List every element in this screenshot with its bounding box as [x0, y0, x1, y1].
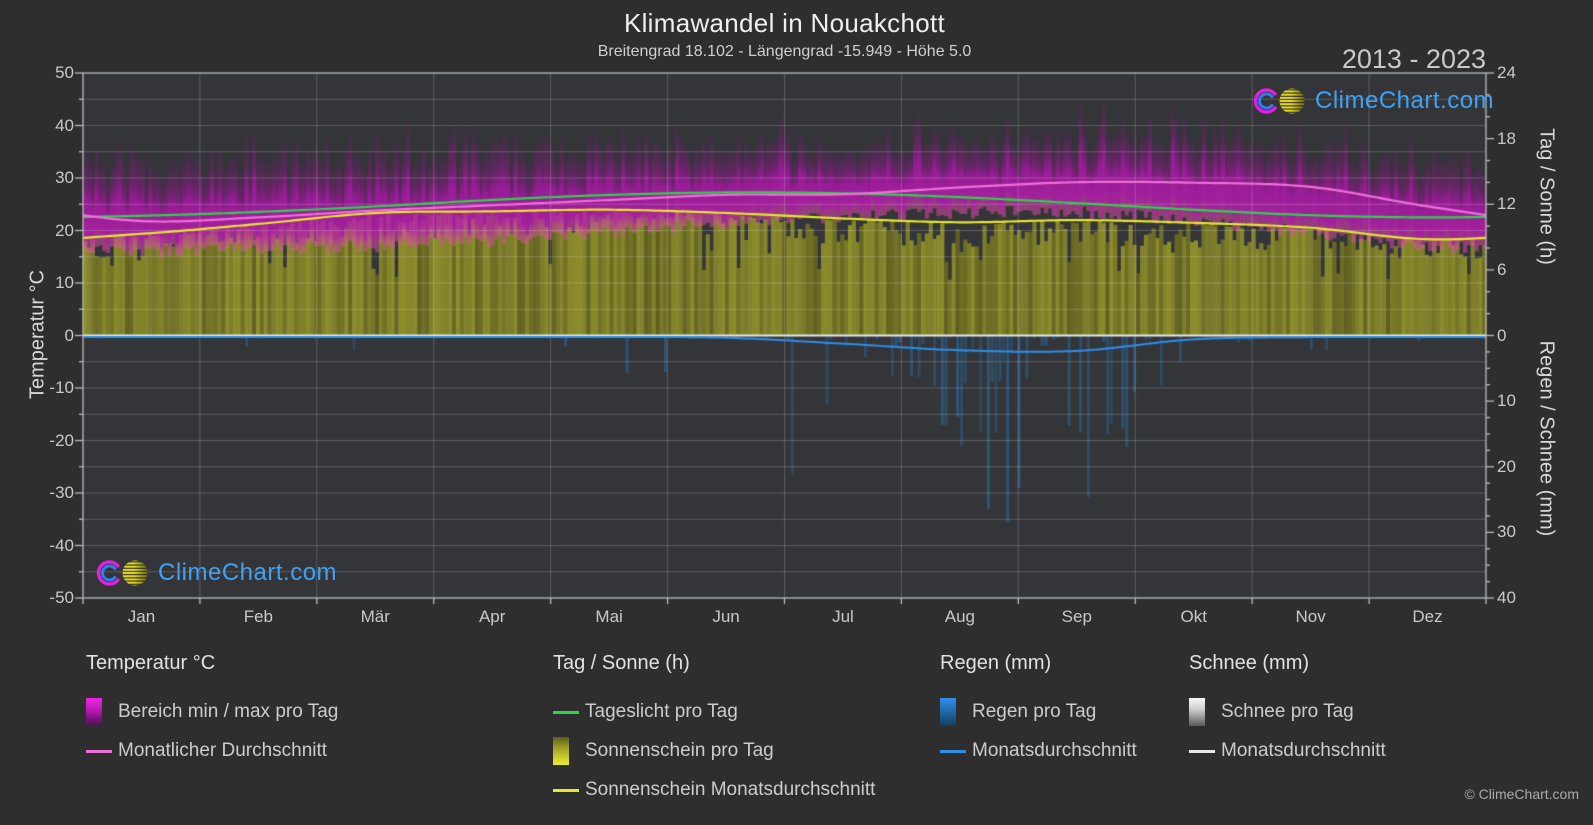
watermark-text: ClimeChart.com: [1315, 87, 1495, 114]
temp-tick-label: -30: [49, 483, 74, 502]
month-label-dez: Dez: [1412, 607, 1443, 626]
grad-white-swatch: [1189, 698, 1205, 726]
month-label-mai: Mai: [595, 607, 623, 626]
line-pink-swatch-icon: [86, 749, 118, 753]
logo-ring-inner-icon: [1258, 92, 1274, 110]
temp-tick-label: -10: [49, 378, 74, 397]
sun-tick-label: 0: [1497, 325, 1507, 345]
grad-magenta-swatch: [86, 698, 102, 726]
precip-tick-label: 10: [1497, 391, 1516, 411]
sun-tick-label: 18: [1497, 128, 1516, 148]
legend-label: Monatlicher Durchschnitt: [118, 740, 328, 761]
legend-item: Sonnenschein pro Tag: [553, 736, 875, 766]
month-label-jul: Jul: [832, 607, 854, 626]
grad-yellow-swatch: [553, 737, 569, 765]
temp-tick-label: -20: [49, 430, 74, 450]
line-green-swatch: [553, 710, 579, 714]
month-label-jan: Jan: [127, 607, 156, 626]
legend-item: Tageslicht pro Tag: [553, 697, 875, 727]
logo-ring-outer-icon: [1253, 88, 1277, 114]
month-label-mär: Mär: [360, 607, 390, 626]
legend-label: Sonnenschein pro Tag: [585, 740, 774, 761]
watermark-text: ClimeChart.com: [158, 559, 338, 586]
legend-group-2: Regen (mm) Regen pro Tag Monatsdurchschnit…: [940, 652, 1137, 775]
legend-item: Schnee pro Tag: [1189, 697, 1386, 727]
legend-item: Monatsdurchschnitt: [940, 736, 1137, 766]
logo-sun-shade: [1279, 88, 1305, 114]
page-title: Klimawandel in Nouakchott: [623, 8, 946, 38]
line-blue-swatch: [940, 749, 966, 753]
legend-item: Bereich min / max pro Tag: [86, 697, 338, 727]
grad-blue-swatch-icon: [940, 698, 972, 726]
grad-magenta-swatch-icon: [86, 698, 118, 726]
legend-item: Sonnenschein Monatsdurchschnitt: [553, 775, 875, 805]
temp-tick-label: 10: [55, 273, 74, 292]
legend-header: Regen (mm): [940, 652, 1052, 674]
watermark-logo-bottom-left: ClimeChart.com: [95, 556, 337, 590]
logo-sun-shade: [122, 560, 148, 586]
month-label-okt: Okt: [1180, 607, 1207, 626]
watermark-logo-top-right: ClimeChart.com: [1252, 84, 1494, 118]
year-range-label: 2013 - 2023: [1341, 44, 1486, 74]
line-blue-swatch-icon: [940, 749, 972, 753]
temp-tick-label: 20: [55, 220, 74, 240]
legend-header: Temperatur °C: [86, 652, 216, 674]
legend-label: Monatsdurchschnitt: [972, 740, 1137, 761]
legend-group-0: Temperatur °C Bereich min / max pro Tag Mo…: [86, 652, 338, 775]
line-white-swatch-icon: [1189, 749, 1221, 753]
line-pink-swatch: [86, 749, 112, 753]
climate-chart-canvas: [0, 0, 1593, 648]
sun-tick-label: 24: [1497, 63, 1516, 82]
climechart-logo-icon: [1253, 88, 1305, 114]
line-white-swatch: [1189, 749, 1215, 753]
logo-ring-outer-icon: [96, 560, 120, 586]
precip-tick-label: 40: [1497, 588, 1516, 607]
month-label-aug: Aug: [944, 607, 975, 626]
rain-snow-axis-label: Regen / Schnee (mm): [1535, 340, 1558, 537]
grad-yellow-swatch-icon: [553, 737, 585, 765]
legend-header: Tag / Sonne (h): [553, 652, 690, 674]
legend-header: Schnee (mm): [1189, 652, 1310, 674]
month-label-feb: Feb: [243, 607, 274, 626]
precip-tick-label: 20: [1497, 456, 1516, 476]
precip-tick-label: 30: [1497, 522, 1516, 542]
legend-label: Regen pro Tag: [972, 701, 1097, 722]
legend-item: Regen pro Tag: [940, 697, 1137, 727]
temp-tick-label: 40: [55, 115, 74, 135]
line-green-swatch-icon: [553, 710, 585, 714]
temp-tick-label: 0: [64, 325, 74, 345]
line-yellow-swatch: [553, 788, 579, 792]
temp-tick-label: 50: [55, 63, 74, 82]
month-label-jun: Jun: [712, 607, 740, 626]
grad-blue-swatch: [940, 698, 956, 726]
legend-label: Monatsdurchschnitt: [1221, 740, 1386, 761]
month-label-apr: Apr: [478, 607, 506, 626]
line-yellow-swatch-icon: [553, 788, 585, 792]
grad-white-swatch-icon: [1189, 698, 1221, 726]
sun-tick-label: 6: [1497, 259, 1507, 279]
copyright-text: © ClimeChart.com: [1464, 786, 1579, 802]
month-label-sep: Sep: [1061, 607, 1092, 626]
legend-label: Tageslicht pro Tag: [585, 701, 738, 722]
climechart-logo-icon: [96, 560, 148, 586]
temp-tick-label: -50: [49, 588, 74, 607]
legend-item: Monatlicher Durchschnitt: [86, 736, 338, 766]
temp-tick-label: -40: [49, 535, 74, 555]
month-label-nov: Nov: [1295, 607, 1326, 626]
legend-label: Sonnenschein Monatsdurchschnitt: [585, 779, 876, 800]
legend-group-1: Tag / Sonne (h) Tageslicht pro Tag Sonnens…: [553, 652, 875, 814]
temp-tick-label: 30: [55, 168, 74, 187]
legend-item: Monatsdurchschnitt: [1189, 736, 1386, 766]
legend-label: Schnee pro Tag: [1221, 701, 1354, 722]
sun-tick-label: 12: [1497, 194, 1516, 214]
legend-label: Bereich min / max pro Tag: [118, 701, 339, 722]
page-subtitle: Breitengrad 18.102 - Längengrad -15.949 …: [597, 43, 972, 60]
legend-group-3: Schnee (mm) Schnee pro Tag Monatsdurchschn…: [1189, 652, 1386, 775]
logo-ring-inner-icon: [101, 564, 117, 582]
